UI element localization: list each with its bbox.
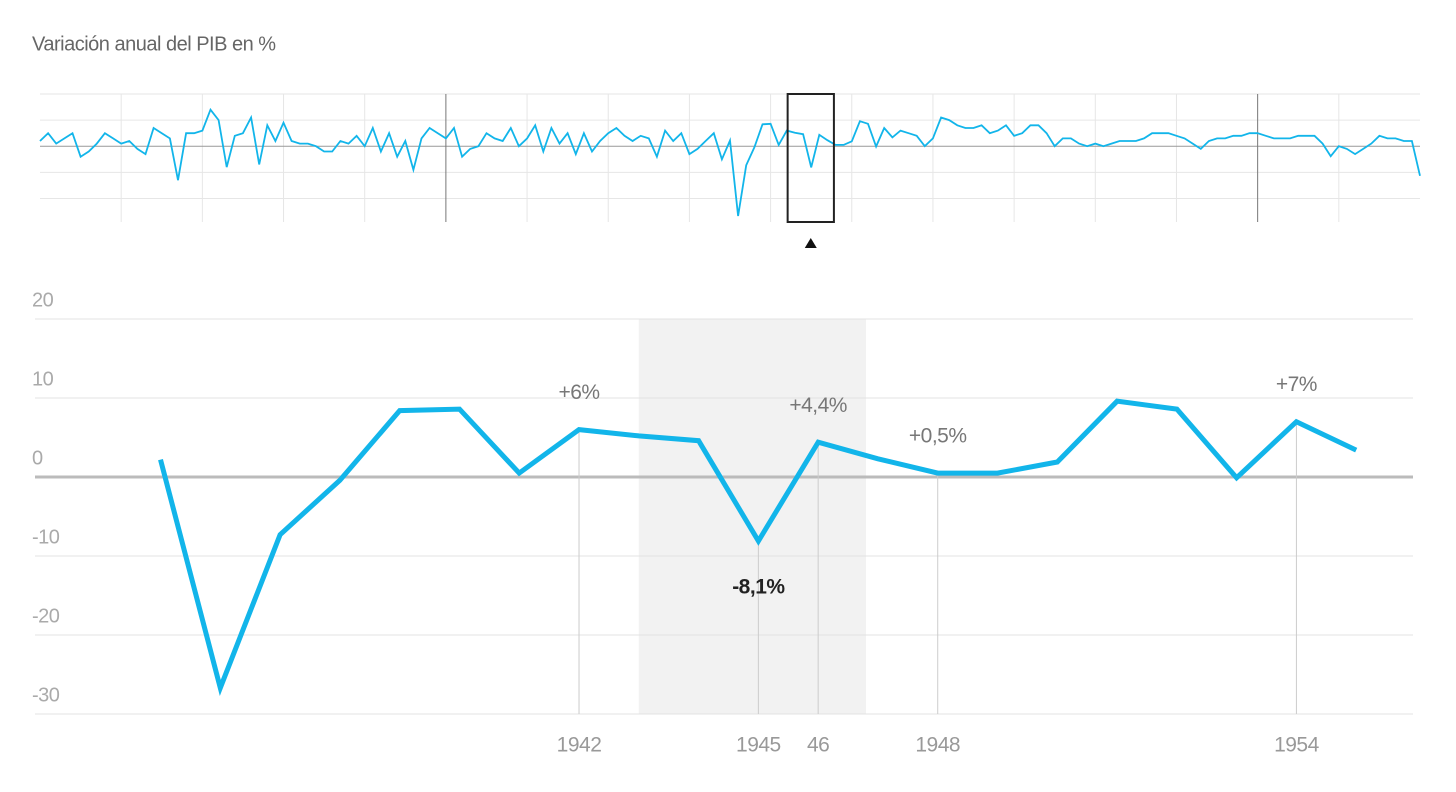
value-label: -8,1%	[732, 576, 785, 599]
value-label: +6%	[558, 381, 599, 404]
x-tick-label: 46	[807, 734, 829, 757]
brush	[786, 93, 835, 223]
y-tick-label: 10	[32, 368, 54, 390]
y-tick-label: -30	[32, 684, 60, 706]
y-tick-label: 0	[32, 447, 43, 469]
gdp-line	[158, 398, 1358, 696]
y-tick-label: 20	[32, 289, 54, 311]
highlight-band	[638, 319, 866, 714]
overview-line	[39, 107, 1421, 217]
value-label: +4,4%	[789, 394, 847, 417]
y-tick-label: -10	[32, 526, 60, 548]
value-label: +7%	[1276, 373, 1317, 396]
x-tick-label: 1945	[736, 734, 781, 757]
x-tick-label: 1954	[1274, 734, 1320, 757]
value-label: +0,5%	[909, 425, 967, 448]
y-tick-label: -20	[32, 605, 60, 627]
x-tick-label: 1948	[915, 734, 960, 757]
brush-pointer	[804, 238, 817, 248]
chart-title: Variación anual del PIB en %	[32, 33, 276, 55]
x-tick-label: 1942	[557, 734, 602, 757]
